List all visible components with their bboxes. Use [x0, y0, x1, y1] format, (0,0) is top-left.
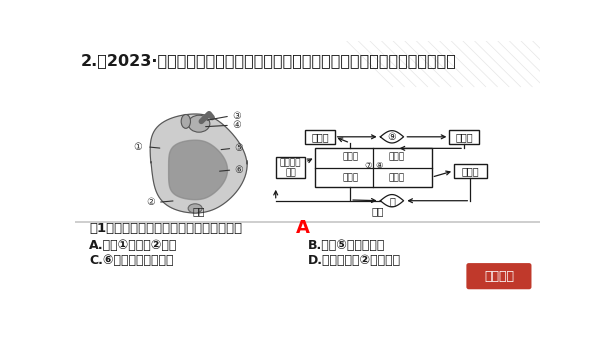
- Polygon shape: [380, 195, 404, 207]
- Bar: [315, 148, 431, 187]
- Polygon shape: [380, 131, 404, 143]
- Text: 2.（2023·青岛中考真题）某同学梳理了心脏、血管和血液间的关系，内容如下：: 2.（2023·青岛中考真题）某同学梳理了心脏、血管和血液间的关系，内容如下：: [81, 53, 457, 68]
- Bar: [449, 130, 479, 144]
- Text: 右心房: 右心房: [342, 152, 358, 161]
- Text: 图二: 图二: [371, 207, 383, 217]
- Text: ②: ②: [146, 197, 155, 207]
- Polygon shape: [150, 114, 247, 213]
- Text: D.心脏四腔中②的壁最厚: D.心脏四腔中②的壁最厚: [308, 254, 401, 267]
- Bar: [276, 157, 305, 178]
- Text: C.⑥右心室连接肺动脉: C.⑥右心室连接肺动脉: [89, 254, 173, 267]
- Text: 左心房: 左心房: [389, 152, 404, 161]
- Text: ⑤: ⑤: [234, 143, 242, 153]
- Text: 左心室: 左心室: [389, 173, 404, 183]
- Text: （1）下列关于图一的叙述，符合事实的是: （1）下列关于图一的叙述，符合事实的是: [89, 222, 242, 235]
- Text: ⑪: ⑪: [389, 196, 395, 206]
- Text: ③: ③: [232, 111, 241, 121]
- Text: 主动脉: 主动脉: [461, 166, 479, 176]
- Text: B.血管⑤内流静脉血: B.血管⑤内流静脉血: [308, 239, 385, 252]
- Text: 右心室: 右心室: [342, 173, 358, 183]
- Ellipse shape: [181, 115, 190, 128]
- Bar: [305, 130, 335, 144]
- FancyBboxPatch shape: [466, 263, 532, 289]
- Text: 胺动脉: 胺动脉: [311, 132, 329, 142]
- Text: ⑧: ⑧: [376, 161, 383, 170]
- Ellipse shape: [188, 204, 202, 213]
- Text: 图一: 图一: [193, 207, 205, 217]
- Polygon shape: [169, 140, 227, 200]
- Text: ⑦: ⑦: [364, 161, 372, 170]
- Text: ⑥: ⑥: [234, 165, 242, 175]
- Text: A.血管①的壁比②的厚: A.血管①的壁比②的厚: [89, 239, 178, 252]
- Text: ⑨: ⑨: [388, 132, 397, 142]
- Ellipse shape: [188, 115, 210, 132]
- Text: 上、下腔
静脉: 上、下腔 静脉: [280, 158, 301, 177]
- Text: ①: ①: [134, 142, 142, 152]
- Text: 链接中考: 链接中考: [484, 270, 514, 283]
- Text: ④: ④: [232, 120, 241, 130]
- Bar: [454, 164, 487, 178]
- Text: A: A: [296, 219, 310, 237]
- Text: 胺静脉: 胺静脉: [455, 132, 473, 142]
